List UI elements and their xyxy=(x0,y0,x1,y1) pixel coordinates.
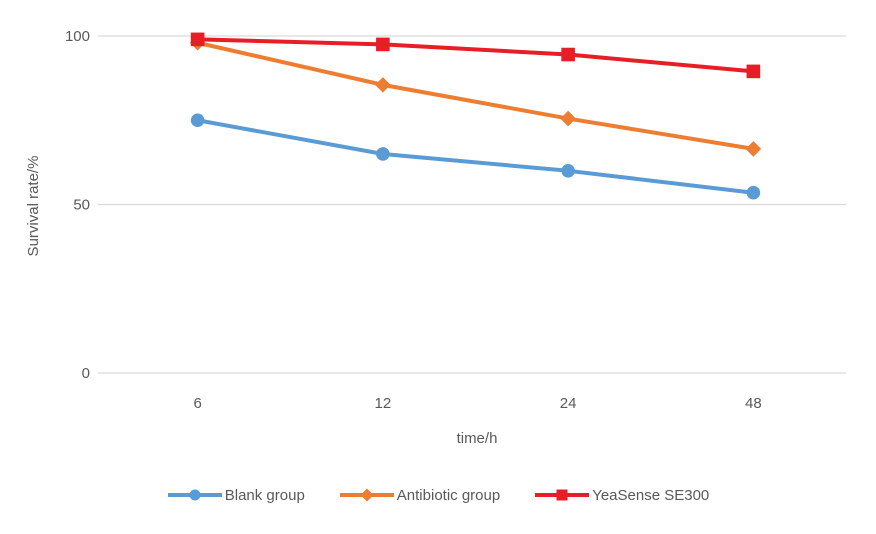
data-point-marker xyxy=(190,113,205,128)
data-point-marker xyxy=(376,37,390,52)
series-line xyxy=(195,37,756,74)
y-axis-title: Survival rate/% xyxy=(25,156,42,257)
y-axis-tick-labels: 0 50 100 xyxy=(65,28,90,382)
data-point-marker xyxy=(745,141,762,157)
series-yeasense-se300 xyxy=(190,32,761,79)
legend-marker xyxy=(556,489,568,501)
legend-marker xyxy=(360,488,374,502)
data-point-marker xyxy=(561,164,575,178)
chart-legend: Blank group Antibiotic group YeaSense SE30… xyxy=(0,486,876,504)
series-line xyxy=(195,40,756,151)
x-tick-label: 48 xyxy=(745,395,762,412)
legend-label: Antibiotic group xyxy=(396,486,501,504)
legend-marker xyxy=(189,489,201,501)
legend-item-blank-group: Blank group xyxy=(167,486,305,504)
series-line xyxy=(195,118,756,195)
x-tick-label: 24 xyxy=(560,395,577,412)
series-antibiotic-group xyxy=(189,34,762,157)
legend-label: Blank group xyxy=(224,486,305,504)
data-point-marker xyxy=(376,147,390,161)
y-tick-label: 50 xyxy=(73,197,90,214)
y-tick-label: 0 xyxy=(82,365,90,382)
legend-swatch-square-icon xyxy=(535,489,590,501)
data-point-marker xyxy=(746,185,761,200)
legend-swatch-circle-icon xyxy=(167,489,222,501)
y-tick-label: 100 xyxy=(65,28,90,45)
legend-label: YeaSense SE300 xyxy=(592,486,710,504)
legend-item-antibiotic-group: Antibiotic group xyxy=(339,486,500,504)
data-point-marker xyxy=(561,47,575,62)
x-axis-tick-labels: 6 12 24 48 xyxy=(193,395,761,412)
legend-item-yeasense-se300: YeaSense SE300 xyxy=(534,486,709,504)
data-series xyxy=(189,32,762,200)
data-point-marker xyxy=(746,64,761,79)
data-point-marker xyxy=(375,77,391,93)
gridlines xyxy=(98,35,846,374)
data-point-marker xyxy=(190,32,205,47)
x-tick-label: 6 xyxy=(193,395,201,412)
series-blank-group xyxy=(190,113,761,200)
x-axis-title: time/h xyxy=(457,430,498,447)
data-point-marker xyxy=(560,110,576,127)
x-tick-label: 12 xyxy=(375,395,392,412)
legend-swatch-diamond-icon xyxy=(339,488,394,502)
